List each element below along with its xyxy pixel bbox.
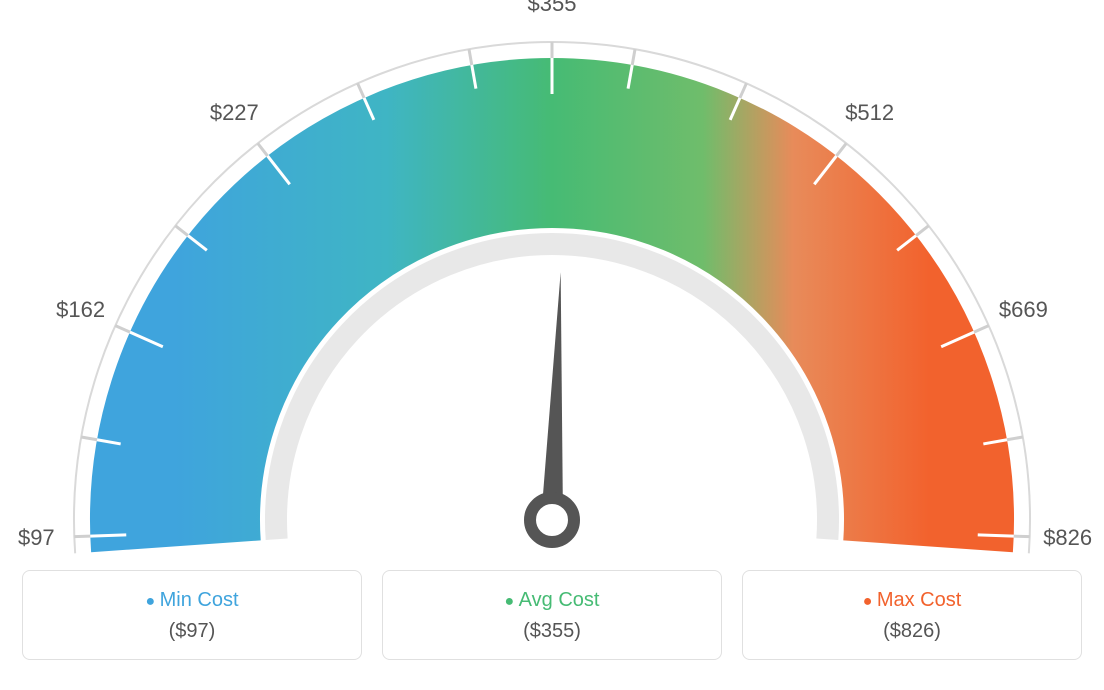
- legend-value-avg: ($355): [393, 620, 711, 643]
- legend-value-max: ($826): [753, 620, 1071, 643]
- cost-gauge-chart: $97$162$227$355$512$669$826: [22, 20, 1082, 560]
- legend-row: Min Cost ($97) Avg Cost ($355) Max Cost …: [22, 570, 1082, 660]
- gauge-tick-label: $162: [56, 297, 105, 323]
- legend-label-avg: Avg Cost: [393, 589, 711, 612]
- gauge-svg: [22, 20, 1082, 560]
- legend-card-max: Max Cost ($826): [742, 570, 1082, 660]
- gauge-tick-label: $227: [210, 100, 259, 126]
- gauge-tick-label: $355: [528, 0, 577, 17]
- legend-card-min: Min Cost ($97): [22, 570, 362, 660]
- gauge-tick-label: $97: [18, 525, 55, 551]
- gauge-tick-label: $826: [1043, 525, 1092, 551]
- legend-label-max: Max Cost: [753, 589, 1071, 612]
- legend-label-min: Min Cost: [33, 589, 351, 612]
- gauge-tick-label: $512: [845, 100, 894, 126]
- legend-card-avg: Avg Cost ($355): [382, 570, 722, 660]
- legend-value-min: ($97): [33, 620, 351, 643]
- gauge-tick-label: $669: [999, 297, 1048, 323]
